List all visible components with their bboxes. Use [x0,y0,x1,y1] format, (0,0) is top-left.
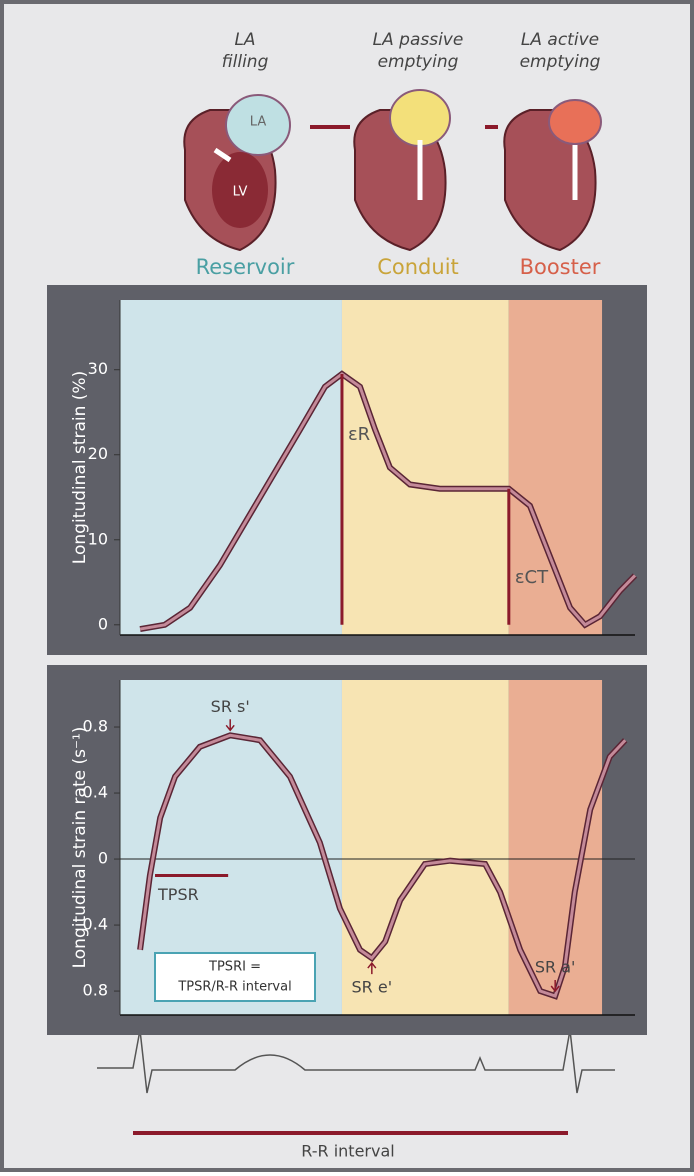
phase-caption: LA passive emptying [373,30,464,72]
phase-name: Reservoir [196,255,295,279]
phase-band [341,680,509,1015]
tpsri-text: TPSR/R-R interval [177,980,291,995]
tpsri-text: TPSRI = [208,960,261,975]
peak-arrow [225,719,235,732]
phase-name: Booster [520,255,601,279]
ecg [97,1029,615,1094]
peak-arrow [367,961,377,975]
curve [139,372,637,631]
strain-label: εR [348,424,370,445]
phase-name: Conduit [377,255,459,279]
y-tick-label: 0 [98,849,108,868]
rr-label: R-R interval [301,1142,394,1161]
y-tick-label: 0.8 [83,717,108,736]
y-axis-label: Longitudinal strain rate (s⁻¹) [70,727,90,969]
phase-caption: LA filling [222,30,269,72]
phase-band [120,300,342,635]
y-tick-label: 0.8 [83,981,108,1000]
y-tick-label: 0 [98,614,108,633]
y-tick-label: 0.4 [83,915,108,934]
y-tick-label: 30 [88,359,108,378]
y-tick-label: 20 [88,444,108,463]
chamber-label: LV [233,185,248,200]
strain-label: εCT [515,567,549,588]
tpsr-label: TPSR [157,885,199,904]
y-tick-label: 0.4 [83,783,108,802]
phase-caption: LA active emptying [520,30,601,72]
peak-label: SR s' [211,697,250,716]
peak-label: SR e' [352,978,393,997]
curve [138,733,627,998]
peak-label: SR a' [535,958,576,977]
rr-bar [133,1131,568,1135]
chamber-label: LA [250,115,267,130]
phase-band [508,300,603,635]
peak-arrow [550,980,560,993]
y-tick-label: 10 [88,529,108,548]
y-axis-label: Longitudinal strain (%) [70,371,90,564]
hearts [183,89,602,252]
phase-band [341,300,509,635]
tpsri-box [154,952,316,1002]
